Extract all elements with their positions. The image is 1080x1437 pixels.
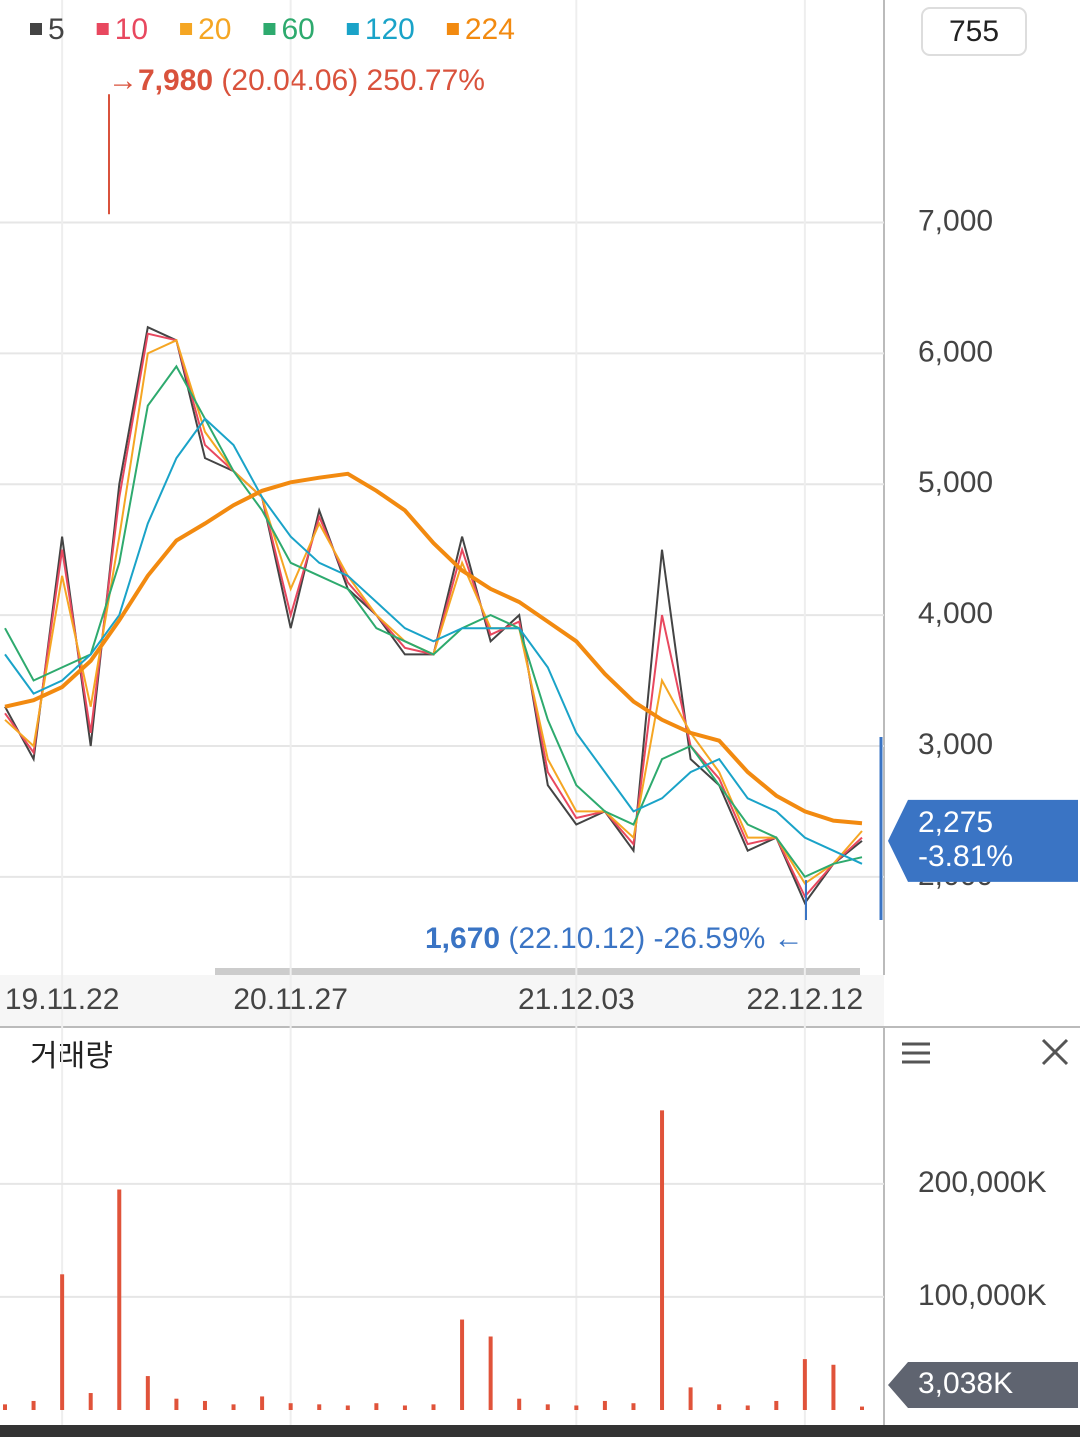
volume-bar (517, 1398, 522, 1410)
y-tick-label: 200,000K (918, 1166, 1046, 1199)
ma-line (4, 471, 863, 826)
min-annotation: 1,670 (22.10.12) -26.59% ← (425, 922, 804, 955)
volume-bar (402, 1405, 407, 1410)
volume-bar (602, 1400, 607, 1410)
volume-bar (60, 1274, 65, 1410)
volume-bar (688, 1387, 693, 1410)
volume-title: 거래량 (30, 1040, 113, 1073)
last-value-box (888, 1362, 1078, 1408)
volume-bar (374, 1403, 379, 1410)
max-value: 7,980 (138, 64, 213, 97)
legend-swatch (96, 23, 109, 35)
y-tick-label: 7,000 (918, 204, 993, 237)
legend-swatch (346, 23, 359, 35)
volume-bar (288, 1403, 293, 1410)
scrollbar[interactable] (215, 968, 860, 975)
volume-bar (117, 1189, 122, 1410)
last-value-label: 3,038K (918, 1367, 1013, 1400)
volume-bar (631, 1403, 636, 1410)
top-box[interactable] (921, 7, 1027, 56)
volume-bar (717, 1404, 722, 1410)
legend-label: 20 (198, 13, 231, 46)
legend-label: 224 (465, 13, 515, 46)
volume-bar (460, 1319, 465, 1410)
y-tick-label: 100,000K (918, 1279, 1046, 1312)
x-tick-label: 19.11.22 (5, 983, 120, 1016)
legend-swatch (446, 23, 459, 35)
min-value: 1,670 (425, 922, 500, 955)
max-change: 250.77% (367, 64, 485, 97)
volume-bar (802, 1359, 807, 1410)
legend-label: 120 (365, 13, 415, 46)
volume-bar (202, 1400, 207, 1410)
volume-bar (660, 1110, 665, 1410)
max-annotation: →7,980 (20.04.06) 250.77% (108, 64, 485, 97)
x-tick-label: 20.11.27 (233, 983, 348, 1016)
ma-line (4, 417, 863, 865)
volume-bar (31, 1400, 36, 1410)
volume-bar (145, 1376, 150, 1410)
legend-label: 10 (115, 13, 148, 46)
bottom-bar (0, 1425, 1080, 1437)
volume-bar (345, 1405, 350, 1410)
volume-bar (88, 1393, 93, 1410)
volume-bar (774, 1400, 779, 1410)
min-change: -26.59% (654, 922, 766, 955)
legend-label: 5 (48, 13, 65, 46)
ma-line (4, 364, 863, 879)
y-tick-label: 3,000 (918, 728, 993, 761)
volume-bar (231, 1404, 236, 1410)
y-tick-label: 6,000 (918, 335, 993, 368)
y-tick-label: 5,000 (918, 466, 993, 499)
x-tick-label: 21.12.03 (518, 983, 635, 1016)
volume-bar (260, 1396, 265, 1410)
volume-bar (574, 1405, 579, 1410)
menu-icon[interactable] (902, 1042, 930, 1064)
volume-bar (317, 1404, 322, 1410)
last-change-label: -3.81% (918, 840, 1013, 873)
volume-bar (745, 1405, 750, 1410)
volume-bar (431, 1404, 436, 1410)
x-tick-label: 22.12.12 (746, 983, 863, 1016)
volume-bar (831, 1364, 836, 1410)
volume-bar (488, 1336, 493, 1410)
volume-bar (174, 1398, 179, 1410)
close-icon[interactable] (1041, 1038, 1069, 1066)
legend-swatch (180, 23, 193, 35)
top-label: 755 (949, 15, 999, 48)
legend-swatch (263, 23, 276, 35)
volume-bar (860, 1406, 864, 1410)
last-value-label: 2,275 (918, 806, 993, 839)
legend-label: 60 (281, 13, 314, 46)
y-tick-label: 4,000 (918, 597, 993, 630)
x-axis-strip (0, 975, 884, 1027)
legend-swatch (30, 23, 42, 35)
volume-bar (545, 1404, 550, 1410)
volume-bar (3, 1404, 7, 1410)
last-value-box (888, 799, 1078, 882)
